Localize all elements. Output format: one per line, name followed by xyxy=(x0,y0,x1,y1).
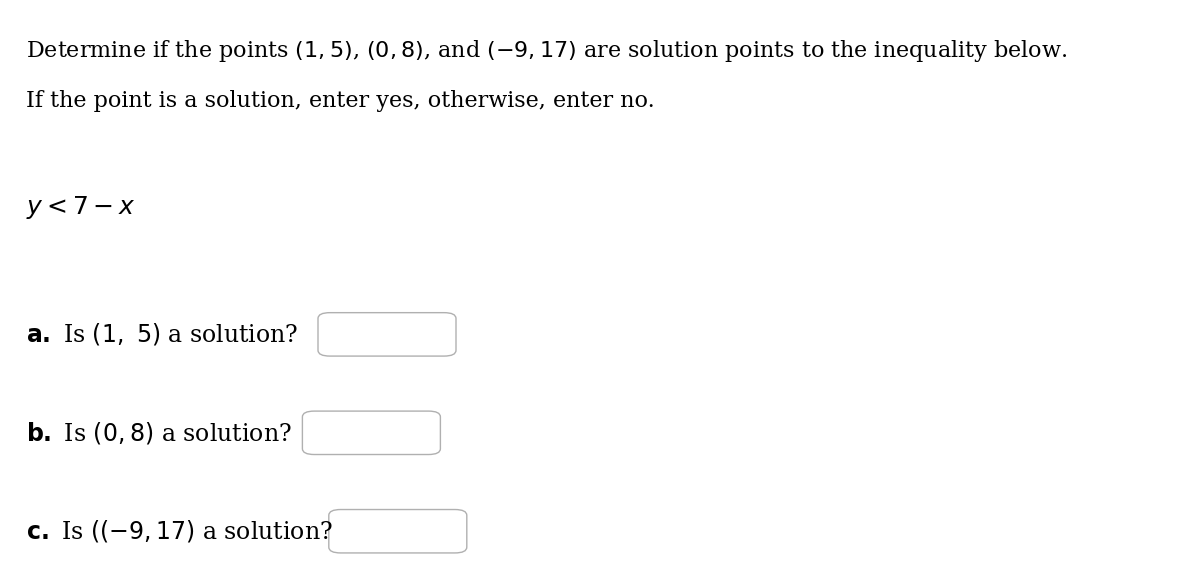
Text: If the point is a solution, enter yes, otherwise, enter no.: If the point is a solution, enter yes, o… xyxy=(26,90,655,112)
Text: $y < 7 - x$: $y < 7 - x$ xyxy=(26,194,136,221)
Text: $\mathbf{a.}$ Is $(1,\ 5)$ a solution?: $\mathbf{a.}$ Is $(1,\ 5)$ a solution? xyxy=(26,321,299,347)
Text: Determine if the points $(1, 5)$, $(0, 8)$, and $(-9, 17)$ are solution points t: Determine if the points $(1, 5)$, $(0, 8… xyxy=(26,38,1068,64)
Text: $\mathbf{c.}$ Is $((-9, 17)$ a solution?: $\mathbf{c.}$ Is $((-9, 17)$ a solution? xyxy=(26,518,334,544)
Text: $\mathbf{b.}$ Is $(0, 8)$ a solution?: $\mathbf{b.}$ Is $(0, 8)$ a solution? xyxy=(26,420,292,446)
